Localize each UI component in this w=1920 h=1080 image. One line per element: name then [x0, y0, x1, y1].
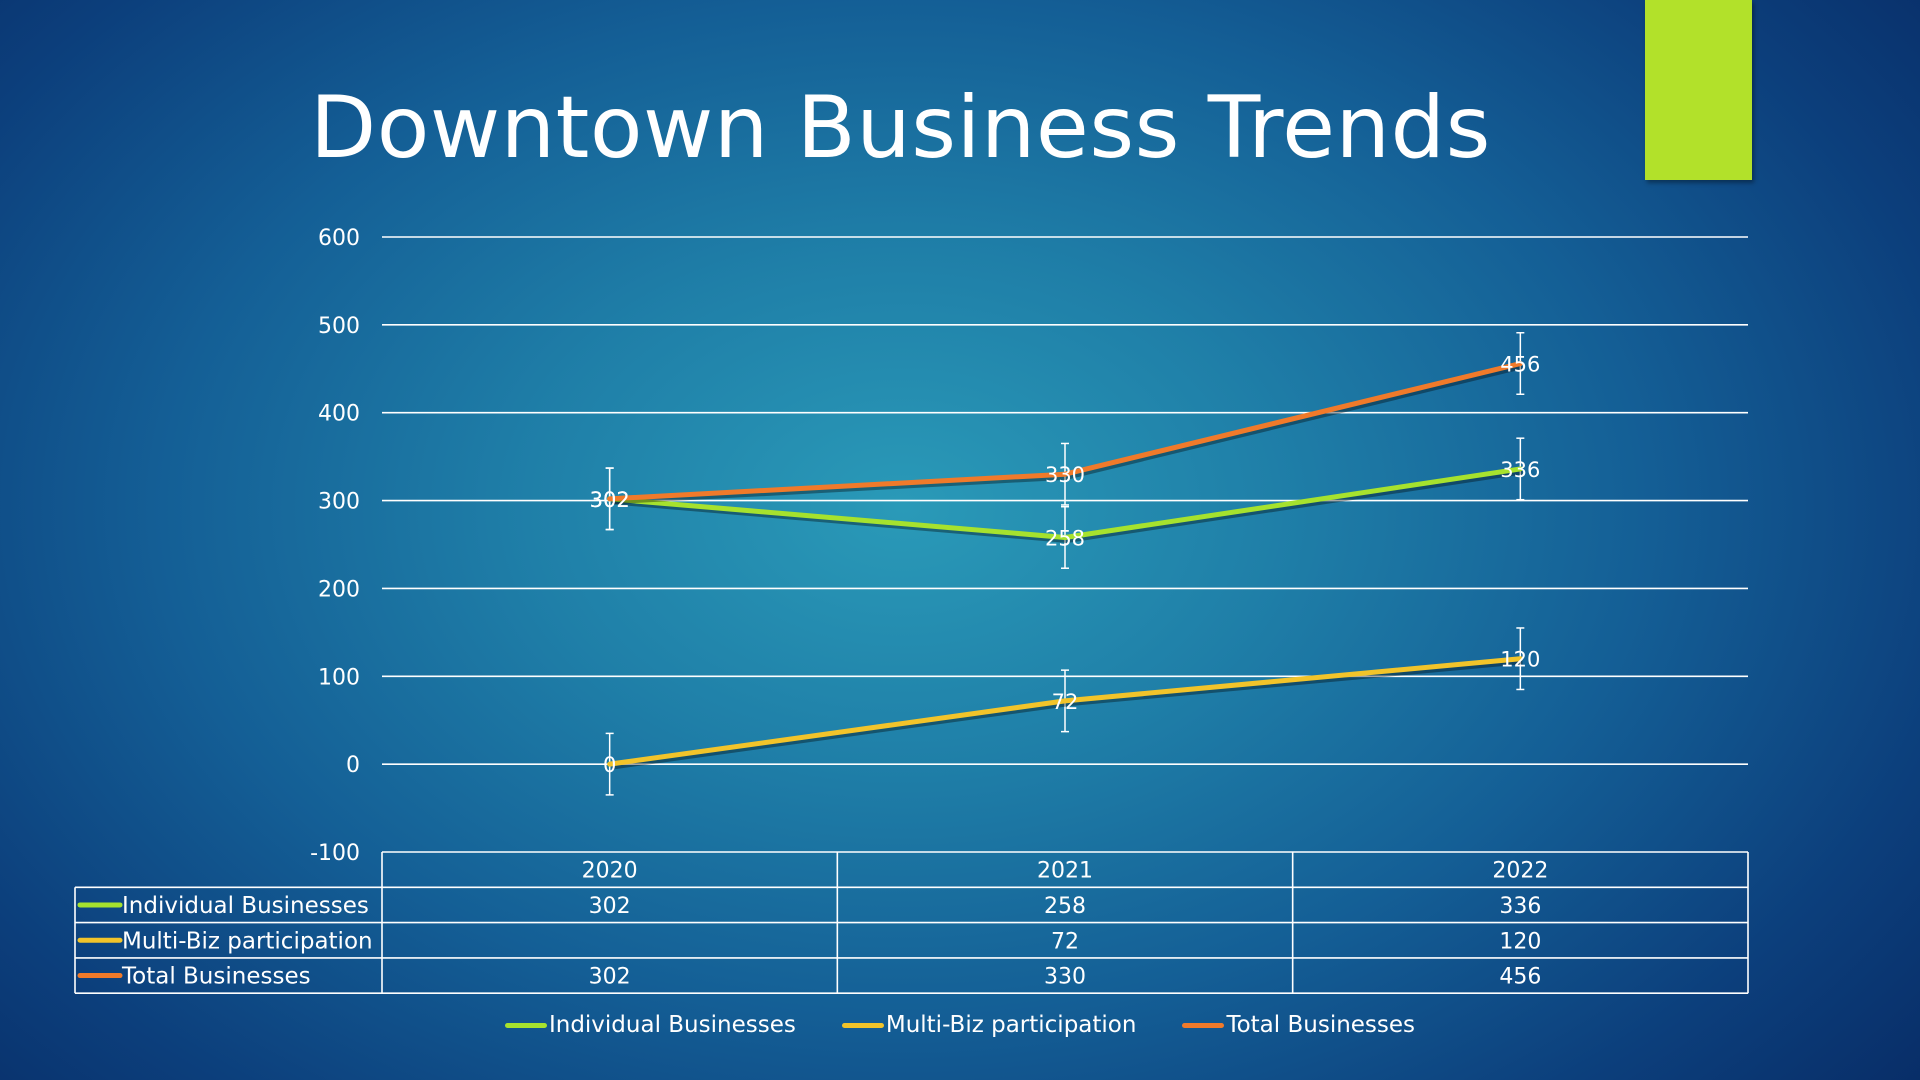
y-tick-label: 200 [318, 577, 360, 602]
y-tick-label: -100 [310, 841, 360, 866]
series-line-shadow [611, 469, 1523, 543]
table-cell: 456 [1499, 965, 1541, 990]
data-label: 330 [1045, 463, 1085, 487]
data-label: 258 [1045, 526, 1085, 550]
table-cell: 302 [589, 894, 631, 919]
data-table: 2020 2021 2022 Individual Businesses 302 258 3… [74, 851, 1749, 995]
table-cell: 336 [1499, 894, 1541, 919]
legend-swatch [504, 1022, 547, 1028]
x-category-label: 2021 [1037, 859, 1093, 884]
y-tick-label: 500 [318, 314, 360, 339]
x-category-label: 2020 [582, 859, 638, 884]
x-category-label: 2022 [1492, 859, 1548, 884]
legend-swatch [841, 1022, 884, 1028]
data-label: 302 [590, 488, 630, 512]
series-line-shadow [611, 364, 1523, 505]
legend-label: Multi-Biz participation [885, 1012, 1137, 1038]
legend-item: Multi-Biz participation [841, 1010, 1137, 1040]
y-axis-ticks: -100 0 100 200 300 400 500 600 [310, 226, 360, 866]
table-series-name: Individual Businesses [122, 893, 369, 919]
y-tick-label: 100 [318, 665, 360, 690]
series-line [607, 361, 1523, 502]
legend-label: Individual Businesses [548, 1012, 796, 1038]
table-cell: 330 [1044, 965, 1086, 990]
data-label: 120 [1500, 648, 1540, 672]
legend-label: Total Businesses [1226, 1012, 1416, 1038]
series-line [607, 466, 1523, 540]
accent-bar [1645, 0, 1752, 180]
y-tick-label: 600 [318, 226, 360, 251]
y-tick-label: 300 [318, 490, 360, 515]
data-label: 456 [1500, 353, 1540, 377]
slide-title: Downtown Business Trends [310, 78, 1491, 178]
data-label: 72 [1052, 690, 1079, 714]
y-tick-label: 400 [318, 402, 360, 427]
y-tick-label: 0 [346, 753, 360, 778]
series-line [607, 656, 1523, 767]
series-line-shadow [611, 659, 1523, 770]
series-lines [607, 361, 1523, 770]
table-series-name: Multi-Biz participation [122, 928, 373, 954]
table-cell: 258 [1044, 894, 1086, 919]
legend-swatch [1182, 1022, 1225, 1028]
table-cell: 302 [589, 965, 631, 990]
table-cell: 72 [1051, 929, 1079, 954]
legend-item: Individual Businesses [504, 1010, 796, 1040]
data-label: 302 [590, 488, 630, 512]
table-cell: 120 [1499, 929, 1541, 954]
data-label: 336 [1500, 458, 1540, 482]
chart-legend: Individual Businesses Multi-Biz participa… [0, 1010, 1920, 1040]
data-label: 0 [603, 753, 616, 777]
legend-item: Total Businesses [1182, 1010, 1415, 1040]
table-series-name: Total Businesses [121, 964, 311, 990]
